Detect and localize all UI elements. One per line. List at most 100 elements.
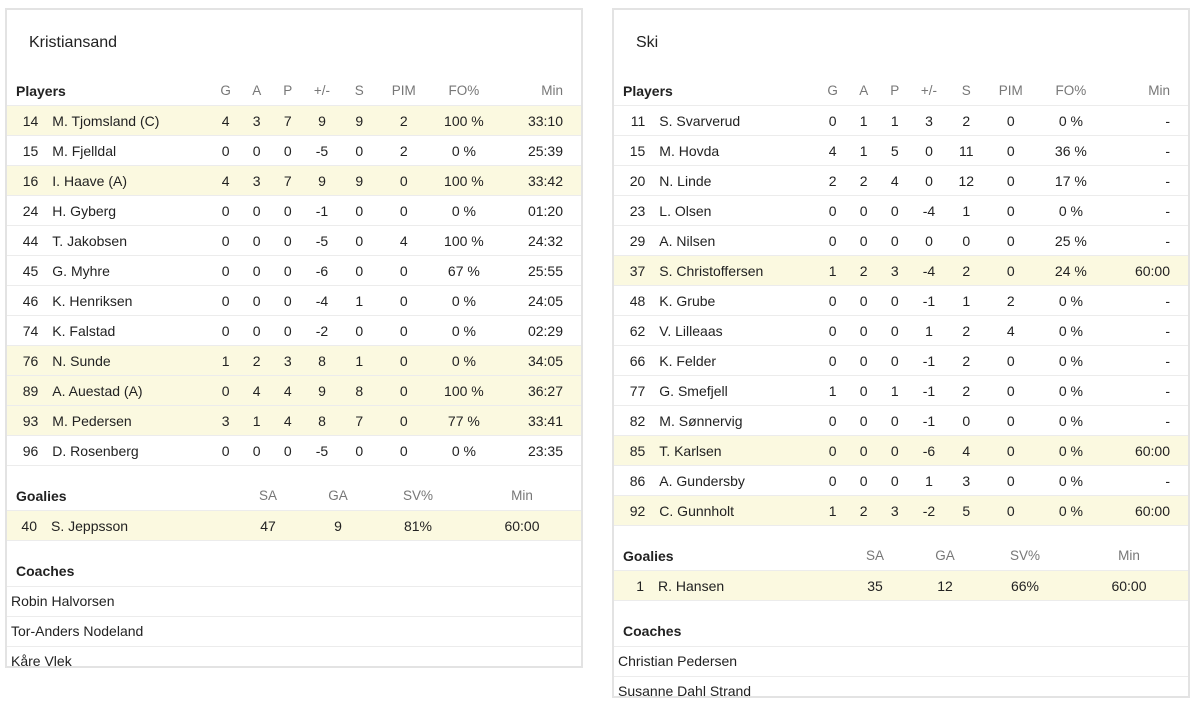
player-faceoff-pct: 100 %	[429, 225, 499, 256]
player-row[interactable]: 93 M. Pedersen 3 1 4 8 7 0 77 % 33:41	[7, 405, 581, 436]
player-pim: 0	[377, 345, 430, 376]
player-name[interactable]: L. Olsen	[651, 195, 818, 226]
player-name[interactable]: K. Falstad	[44, 315, 211, 346]
goalie-name[interactable]: R. Hansen	[650, 570, 840, 601]
player-name[interactable]: S. Svarverud	[651, 105, 818, 136]
player-points: 0	[879, 315, 911, 346]
goals-against-header: GA	[910, 541, 980, 571]
player-faceoff-pct: 100 %	[429, 165, 499, 196]
player-name[interactable]: T. Karlsen	[651, 435, 818, 466]
player-name[interactable]: V. Lilleaas	[651, 315, 818, 346]
assists-header: A	[848, 76, 880, 106]
player-name[interactable]: C. Gunnholt	[651, 495, 818, 526]
player-points: 0	[879, 345, 911, 376]
player-name[interactable]: K. Henriksen	[44, 285, 211, 316]
player-points: 0	[879, 195, 911, 226]
player-assists: 0	[848, 315, 880, 346]
goalie-name[interactable]: S. Jeppsson	[43, 510, 233, 541]
player-plus-minus: -5	[303, 225, 341, 256]
player-number: 66	[614, 345, 652, 376]
player-name[interactable]: G. Smefjell	[651, 375, 818, 406]
player-row[interactable]: 66 K. Felder 0 0 0 -1 2 0 0 % -	[614, 345, 1188, 376]
player-goals: 1	[817, 375, 849, 406]
player-pim: 0	[377, 405, 430, 436]
goalies-header-row: Goalies SA GA SV% Min	[7, 481, 581, 511]
player-row[interactable]: 23 L. Olsen 0 0 0 -4 1 0 0 % -	[614, 195, 1188, 226]
player-name[interactable]: A. Nilsen	[651, 225, 818, 256]
player-name[interactable]: M. Fjelldal	[44, 135, 211, 166]
player-row[interactable]: 15 M. Fjelldal 0 0 0 -5 0 2 0 % 25:39	[7, 135, 581, 166]
goalie-shots-against: 35	[840, 570, 910, 601]
player-row[interactable]: 29 A. Nilsen 0 0 0 0 0 0 25 % -	[614, 225, 1188, 256]
player-row[interactable]: 76 N. Sunde 1 2 3 8 1 0 0 % 34:05	[7, 345, 581, 376]
player-name[interactable]: K. Grube	[651, 285, 818, 316]
player-row[interactable]: 89 A. Auestad (A) 0 4 4 9 8 0 100 % 36:27	[7, 375, 581, 406]
team-panel-home: Kristiansand Players G A P +/- S PIM FO% Min 14 M. …	[5, 8, 583, 669]
player-name[interactable]: A. Auestad (A)	[44, 375, 211, 406]
player-name[interactable]: M. Pedersen	[44, 405, 211, 436]
player-number: 46	[7, 285, 45, 316]
player-row[interactable]: 24 H. Gyberg 0 0 0 -1 0 0 0 % 01:20	[7, 195, 581, 226]
player-minutes: 24:32	[498, 225, 581, 256]
player-row[interactable]: 96 D. Rosenberg 0 0 0 -5 0 0 0 % 23:35	[7, 435, 581, 466]
player-row[interactable]: 86 A. Gundersby 0 0 0 1 3 0 0 % -	[614, 465, 1188, 496]
player-number: 76	[7, 345, 45, 376]
players-header-row: Players G A P +/- S PIM FO% Min	[614, 76, 1188, 106]
player-row[interactable]: 92 C. Gunnholt 1 2 3 -2 5 0 0 % 60:00	[614, 495, 1188, 526]
player-row[interactable]: 46 K. Henriksen 0 0 0 -4 1 0 0 % 24:05	[7, 285, 581, 316]
player-faceoff-pct: 0 %	[1036, 465, 1106, 496]
player-assists: 2	[241, 345, 273, 376]
player-name[interactable]: I. Haave (A)	[44, 165, 211, 196]
player-number: 44	[7, 225, 45, 256]
player-row[interactable]: 85 T. Karlsen 0 0 0 -6 4 0 0 % 60:00	[614, 435, 1188, 466]
player-row[interactable]: 14 M. Tjomsland (C) 4 3 7 9 9 2 100 % 33:10	[7, 105, 581, 136]
player-name[interactable]: D. Rosenberg	[44, 435, 211, 466]
player-number: 14	[7, 105, 45, 136]
shots-against-header: SA	[840, 541, 910, 571]
player-row[interactable]: 16 I. Haave (A) 4 3 7 9 9 0 100 % 33:42	[7, 165, 581, 196]
player-row[interactable]: 15 M. Hovda 4 1 5 0 11 0 36 % -	[614, 135, 1188, 166]
goalie-number: 1	[614, 570, 650, 601]
goalie-row[interactable]: 1 R. Hansen 35 12 66% 60:00	[614, 570, 1188, 601]
player-shots: 7	[340, 405, 378, 436]
player-name[interactable]: G. Myhre	[44, 255, 211, 286]
player-name[interactable]: K. Felder	[651, 345, 818, 376]
player-number: 16	[7, 165, 45, 196]
player-row[interactable]: 45 G. Myhre 0 0 0 -6 0 0 67 % 25:55	[7, 255, 581, 286]
faceoff-header: FO%	[429, 76, 499, 106]
player-row[interactable]: 62 V. Lilleaas 0 0 0 1 2 4 0 % -	[614, 315, 1188, 346]
player-shots: 2	[947, 375, 985, 406]
player-row[interactable]: 37 S. Christoffersen 1 2 3 -4 2 0 24 % 60:00	[614, 255, 1188, 286]
player-row[interactable]: 44 T. Jakobsen 0 0 0 -5 0 4 100 % 24:32	[7, 225, 581, 256]
section-spacer	[7, 466, 581, 481]
player-row[interactable]: 82 M. Sønnervig 0 0 0 -1 0 0 0 % -	[614, 405, 1188, 436]
player-goals: 0	[210, 225, 242, 256]
player-name[interactable]: T. Jakobsen	[44, 225, 211, 256]
player-row[interactable]: 48 K. Grube 0 0 0 -1 1 2 0 % -	[614, 285, 1188, 316]
player-name[interactable]: N. Linde	[651, 165, 818, 196]
player-assists: 2	[848, 255, 880, 286]
player-row[interactable]: 11 S. Svarverud 0 1 1 3 2 0 0 % -	[614, 105, 1188, 136]
player-row[interactable]: 77 G. Smefjell 1 0 1 -1 2 0 0 % -	[614, 375, 1188, 406]
player-plus-minus: -1	[910, 285, 948, 316]
player-shots: 11	[947, 135, 985, 166]
players-header-row: Players G A P +/- S PIM FO% Min	[7, 76, 581, 106]
player-pim: 0	[984, 255, 1037, 286]
player-row[interactable]: 20 N. Linde 2 2 4 0 12 0 17 % -	[614, 165, 1188, 196]
player-pim: 0	[984, 105, 1037, 136]
player-name[interactable]: H. Gyberg	[44, 195, 211, 226]
player-minutes: 60:00	[1105, 435, 1188, 466]
goals-header: G	[210, 76, 242, 106]
player-name[interactable]: M. Tjomsland (C)	[44, 105, 211, 136]
player-name[interactable]: S. Christoffersen	[651, 255, 818, 286]
player-name[interactable]: N. Sunde	[44, 345, 211, 376]
player-name[interactable]: A. Gundersby	[651, 465, 818, 496]
player-assists: 0	[848, 465, 880, 496]
player-pim: 0	[984, 195, 1037, 226]
goalie-row[interactable]: 40 S. Jeppsson 47 9 81% 60:00	[7, 510, 581, 541]
player-number: 29	[614, 225, 652, 256]
player-row[interactable]: 74 K. Falstad 0 0 0 -2 0 0 0 % 02:29	[7, 315, 581, 346]
player-name[interactable]: M. Sønnervig	[651, 405, 818, 436]
player-name[interactable]: M. Hovda	[651, 135, 818, 166]
player-assists: 0	[848, 225, 880, 256]
